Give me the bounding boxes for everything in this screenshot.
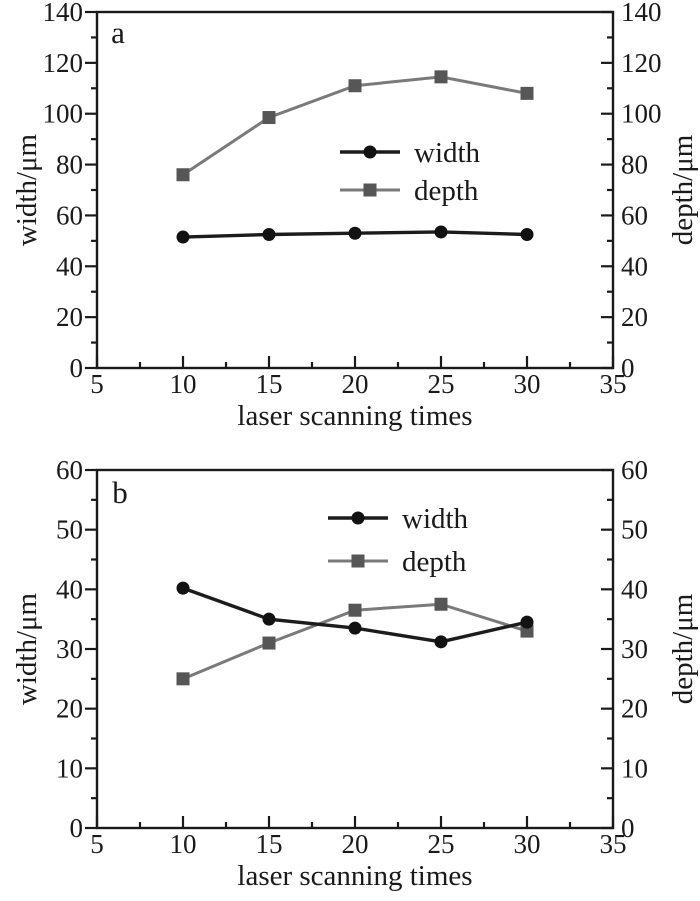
x-axis-title: laser scanning times (237, 860, 472, 892)
series-marker-width (434, 635, 448, 649)
x-tick-label: 35 (600, 829, 627, 859)
x-tick-label: 15 (256, 829, 283, 859)
y-left-tick-label: 60 (56, 200, 83, 230)
legend-sample-marker-width (351, 511, 365, 525)
y-right-tick-label: 20 (621, 694, 648, 724)
y-left-tick-label: 20 (56, 694, 83, 724)
y-axis-title-left: width/μm (11, 133, 43, 246)
y-left-tick-label: 0 (70, 353, 84, 383)
y-left-tick-label: 20 (56, 302, 83, 332)
y-right-tick-label: 50 (621, 515, 648, 545)
y-right-tick-label: 40 (621, 251, 648, 281)
y-right-tick-label: 120 (621, 48, 662, 78)
y-right-tick-label: 100 (621, 99, 662, 129)
series-marker-depth (176, 672, 190, 686)
y-left-tick-label: 120 (43, 48, 84, 78)
series-marker-width (348, 226, 362, 240)
legend-sample-marker-width (363, 145, 377, 159)
series-marker-width (176, 581, 190, 595)
x-tick-label: 20 (342, 829, 369, 859)
legend-label-width: width (414, 137, 481, 169)
y-left-tick-label: 140 (43, 0, 84, 27)
series-marker-depth (348, 79, 362, 93)
y-left-tick-label: 30 (56, 634, 83, 664)
y-right-tick-label: 80 (621, 150, 648, 180)
series-marker-depth (176, 168, 190, 182)
y-left-tick-label: 10 (56, 753, 83, 783)
series-marker-depth (434, 70, 448, 84)
x-tick-label: 10 (170, 829, 197, 859)
y-right-tick-label: 0 (621, 813, 635, 843)
y-left-tick-label: 100 (43, 99, 84, 129)
y-right-tick-label: 40 (621, 574, 648, 604)
series-marker-depth (262, 636, 276, 650)
x-tick-label: 5 (90, 829, 104, 859)
x-tick-label: 30 (514, 369, 541, 399)
x-tick-label: 20 (342, 369, 369, 399)
series-marker-width (434, 225, 448, 239)
y-right-tick-label: 20 (621, 302, 648, 332)
series-marker-width (262, 612, 276, 626)
x-tick-label: 25 (428, 829, 455, 859)
y-left-tick-label: 0 (70, 813, 84, 843)
y-left-tick-label: 40 (56, 574, 83, 604)
series-marker-width (520, 228, 534, 241)
y-right-tick-label: 140 (621, 0, 662, 27)
x-tick-label: 5 (90, 369, 104, 399)
x-tick-label: 25 (428, 369, 455, 399)
legend-label-width: width (402, 503, 469, 535)
series-marker-depth (262, 111, 276, 125)
y-right-tick-label: 30 (621, 634, 648, 664)
series-marker-width (262, 228, 276, 241)
y-right-tick-label: 0 (621, 353, 635, 383)
x-axis-title: laser scanning times (237, 400, 472, 432)
y-left-tick-label: 60 (56, 455, 83, 485)
legend-label-depth: depth (414, 175, 479, 207)
series-marker-width (520, 615, 534, 629)
y-left-tick-label: 80 (56, 150, 83, 180)
y-axis-title-right: depth/μm (667, 593, 699, 704)
x-tick-label: 30 (514, 829, 541, 859)
y-right-tick-label: 60 (621, 455, 648, 485)
y-left-tick-label: 50 (56, 515, 83, 545)
y-axis-title-right: depth/μm (667, 134, 699, 245)
series-marker-width (348, 621, 362, 635)
legend-sample-marker-depth (351, 554, 365, 568)
legend-label-depth: depth (402, 546, 467, 578)
series-marker-width (176, 230, 190, 244)
series-marker-depth (520, 624, 534, 638)
x-tick-label: 15 (256, 369, 283, 399)
series-marker-depth (520, 86, 534, 100)
y-right-tick-label: 10 (621, 753, 648, 783)
panel-label: b (112, 475, 128, 510)
x-tick-label: 10 (170, 369, 197, 399)
panel-label: a (111, 15, 125, 50)
y-left-tick-label: 40 (56, 251, 83, 281)
series-marker-depth (434, 597, 448, 611)
x-tick-label: 35 (600, 369, 627, 399)
y-axis-title-left: width/μm (11, 592, 43, 705)
y-right-tick-label: 60 (621, 200, 648, 230)
legend-sample-marker-depth (363, 183, 377, 197)
series-marker-depth (348, 603, 362, 617)
